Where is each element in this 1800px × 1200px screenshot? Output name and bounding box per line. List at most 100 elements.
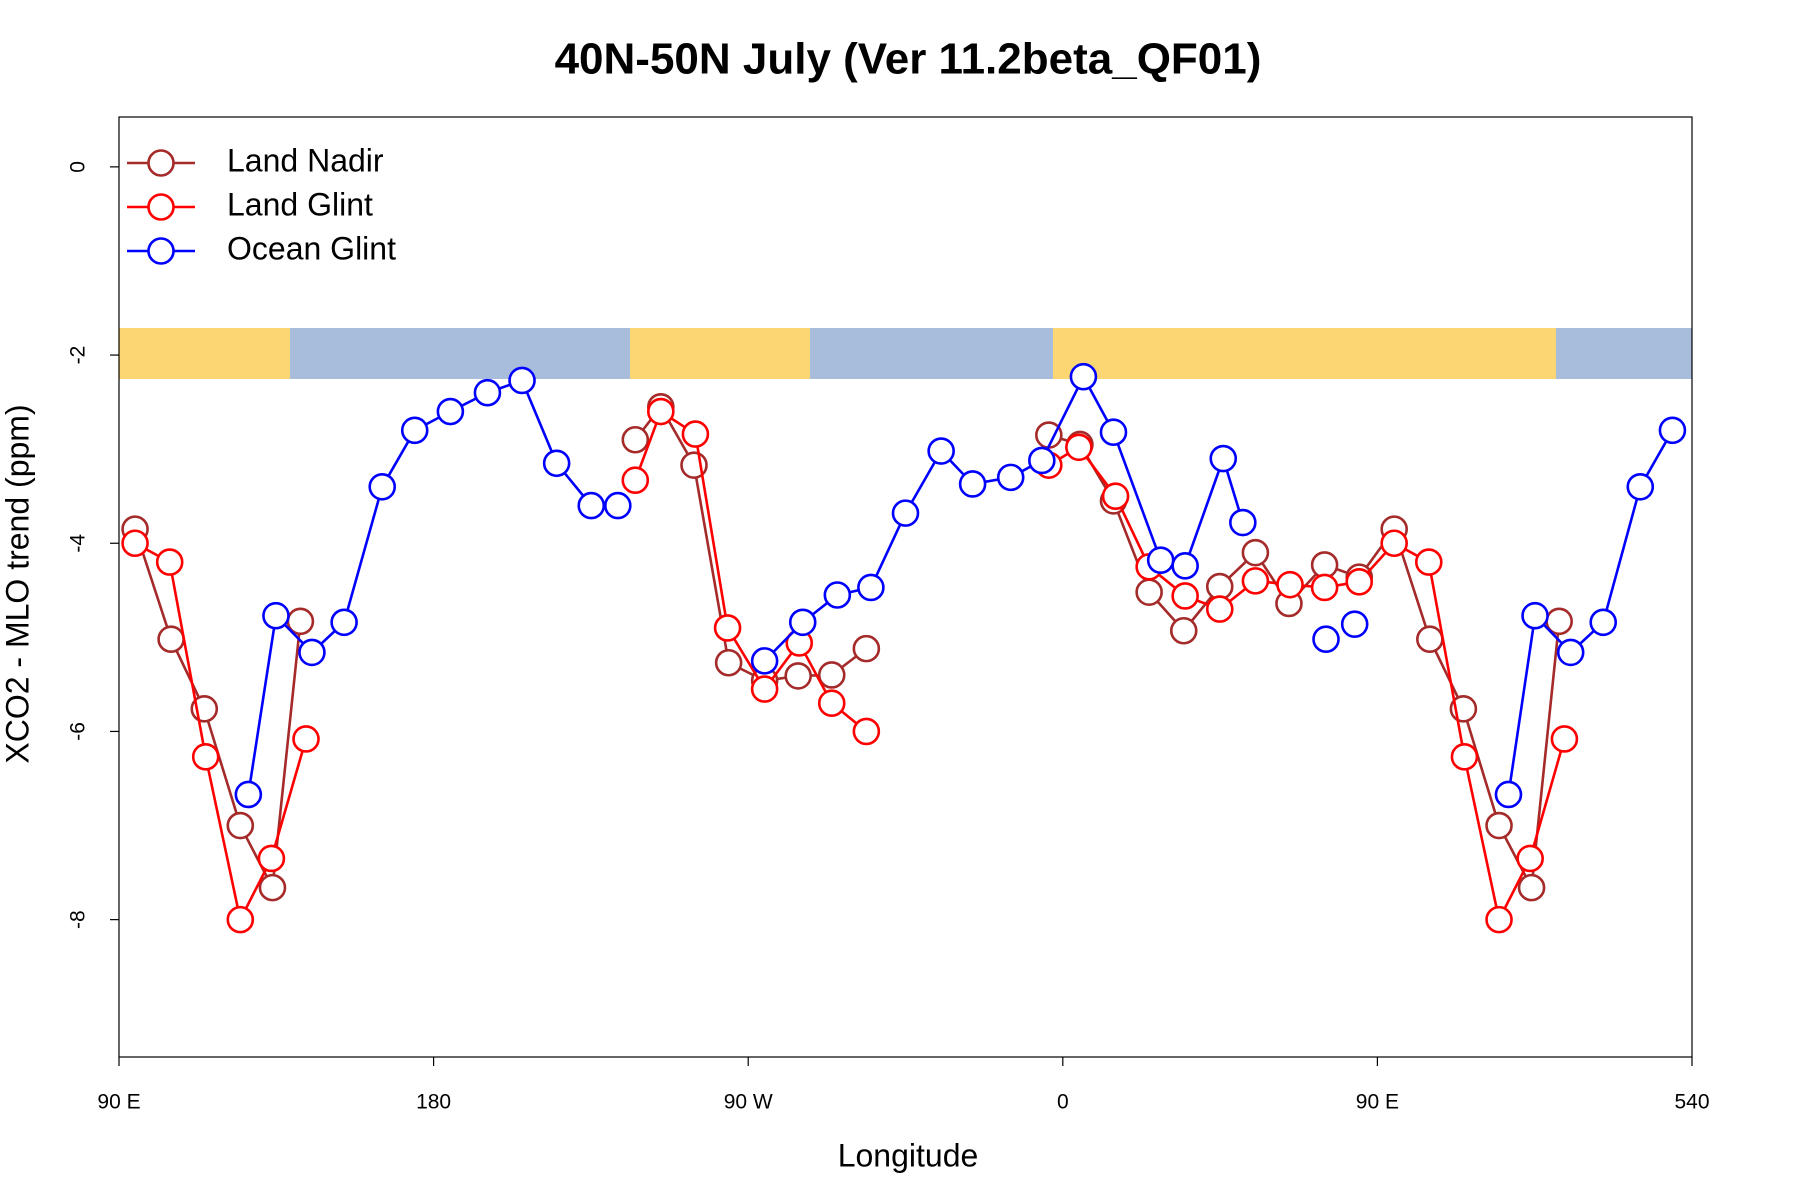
point (1345, 568, 1374, 596)
point (1229, 508, 1257, 537)
point (891, 499, 920, 527)
point (1550, 725, 1579, 753)
point (234, 780, 263, 809)
point (226, 905, 255, 934)
legend-marker (147, 193, 175, 221)
x-axis-label: Longitude (838, 1137, 979, 1173)
point (1485, 811, 1513, 840)
point (996, 463, 1025, 492)
point (1135, 578, 1163, 606)
point (1414, 548, 1443, 576)
point (1028, 446, 1056, 475)
point (155, 548, 184, 576)
point (1169, 616, 1198, 645)
point (330, 608, 358, 637)
point (400, 416, 429, 445)
point (621, 425, 650, 454)
point (368, 472, 397, 501)
legend-marker (147, 237, 175, 265)
x-tick-label: 540 (1674, 1091, 1709, 1114)
point (1556, 638, 1585, 667)
map-band (119, 328, 1692, 379)
point (1171, 552, 1199, 580)
point (1241, 538, 1270, 567)
legend-marker (147, 149, 175, 177)
point (157, 625, 185, 654)
point (258, 873, 287, 902)
point (262, 601, 290, 630)
point (817, 689, 846, 718)
point (1494, 780, 1523, 809)
point (1416, 625, 1444, 654)
y-tick-label: -2 (67, 346, 90, 365)
point (1209, 444, 1238, 473)
y-tick-label: 0 (67, 161, 90, 173)
point (1380, 529, 1408, 558)
point (1099, 418, 1128, 447)
point (823, 581, 852, 609)
x-tick-label: 90 E (97, 1091, 140, 1114)
legend-label: Land Glint (227, 186, 373, 222)
plot-frame (118, 116, 1693, 1058)
chart-title: 40N-50N July (Ver 11.2beta_QF01) (555, 35, 1262, 84)
point (750, 675, 779, 703)
point (817, 661, 846, 689)
point (604, 491, 632, 520)
point (226, 811, 255, 840)
point (857, 573, 885, 602)
point (1521, 601, 1549, 630)
point (542, 449, 571, 478)
point (191, 743, 220, 771)
legend-label: Land Nadir (227, 142, 384, 178)
y-tick-label: -6 (67, 722, 90, 741)
map-ocean (290, 328, 630, 379)
point (1517, 873, 1546, 902)
point (958, 470, 987, 498)
point (784, 662, 812, 690)
point (292, 725, 320, 753)
map-ocean (810, 328, 1053, 379)
legend-label: Ocean Glint (227, 230, 396, 266)
point (1658, 416, 1687, 445)
point (1516, 844, 1544, 873)
point (1310, 551, 1339, 579)
point (714, 648, 743, 677)
map-ocean (1556, 328, 1692, 379)
point (852, 634, 881, 663)
point (788, 608, 817, 637)
point (1205, 595, 1234, 623)
point (1276, 570, 1304, 599)
x-tick-label: 0 (1057, 1091, 1069, 1114)
point (1065, 433, 1093, 462)
point (1310, 573, 1339, 602)
x-tick-label: 90 W (724, 1091, 773, 1114)
point (1485, 905, 1513, 934)
y-tick-label: -4 (67, 534, 90, 553)
x-tick-label: 180 (416, 1091, 451, 1114)
y-axis-label: XCO2 - MLO trend (ppm) (0, 404, 35, 763)
point (298, 638, 326, 667)
point (713, 614, 742, 642)
point (1101, 482, 1130, 510)
point (121, 529, 149, 558)
series-line (134, 409, 1566, 924)
point (621, 466, 650, 495)
series-line (133, 404, 1561, 893)
point (473, 378, 502, 407)
point (1205, 572, 1234, 601)
point (577, 491, 606, 520)
point (927, 437, 955, 465)
point (436, 397, 465, 426)
point (647, 397, 675, 426)
y-tick-label: -8 (67, 910, 90, 929)
point (681, 420, 710, 448)
point (1069, 362, 1098, 391)
point (750, 647, 779, 675)
point (1312, 625, 1340, 654)
point (1241, 567, 1270, 595)
point (257, 844, 286, 873)
point (1340, 610, 1369, 638)
point (1589, 608, 1618, 637)
point (508, 366, 536, 395)
